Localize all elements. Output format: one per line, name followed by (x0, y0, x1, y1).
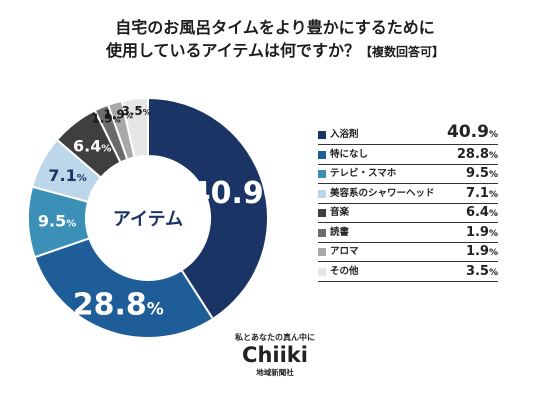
legend-label: アロマ (330, 246, 359, 257)
legend-divider (318, 280, 498, 282)
legend-label: 読書 (330, 226, 350, 238)
chart-title-note: 【複数回答可】 (359, 45, 444, 59)
logo-subtitle: 地域新聞社 (256, 368, 294, 377)
logo-name: Chiiki (242, 343, 308, 367)
legend-value: 9.5% (465, 166, 498, 181)
legend-value: 1.9% (465, 244, 498, 259)
legend-item: 入浴剤 40.9% (318, 122, 498, 145)
legend-divider (318, 241, 498, 243)
legend-value: 1.9% (465, 224, 498, 240)
slice-data-label: 3.5% (122, 104, 151, 118)
logo-tagline: 私とあなたの真ん中に (235, 333, 315, 342)
slice-data-label: 40.9% (190, 176, 281, 211)
slice-data-label: 9.5% (38, 212, 76, 231)
legend-item: その他 3.5% (318, 264, 498, 282)
logo: 私とあなたの真ん中に Chiiki 地域新聞社 (210, 332, 340, 378)
legend-swatch (318, 248, 326, 256)
legend-label: 入浴剤 (330, 129, 359, 140)
legend-swatch (318, 267, 326, 276)
slice-data-label: 28.8% (73, 288, 164, 323)
pie-slice (120, 96, 149, 159)
legend-label: 特になし (330, 148, 369, 160)
legend-label: その他 (330, 265, 359, 277)
slice-data-label: 6.4% (73, 137, 111, 156)
legend-value: 40.9% (447, 122, 498, 142)
slice-data-label: 1.9% (91, 112, 120, 126)
legend-value: 7.1% (465, 185, 498, 201)
legend-item: テレビ・スマホ 9.5% (318, 166, 498, 184)
pie-slice (147, 96, 269, 321)
slice-data-label: 1.9% (104, 107, 133, 121)
legend-value: 3.5% (465, 263, 498, 279)
legend-item: 美容系のシャワーヘッド 7.1% (318, 186, 498, 204)
legend-swatch (318, 189, 326, 198)
legend-label: 音楽 (330, 207, 350, 218)
legend-swatch (318, 131, 326, 139)
legend-value: 28.8% (456, 146, 498, 162)
donut-center-label: アイテム (113, 209, 183, 230)
legend-item: 読書 1.9% (318, 225, 498, 243)
legend-label: 美容系のシャワーヘッド (330, 187, 435, 199)
legend-item: 特になし 28.8% (318, 147, 498, 165)
legend-swatch (318, 150, 326, 159)
legend-divider (318, 202, 498, 204)
legend-swatch (318, 228, 326, 237)
chart-title-line-1: 自宅のお風呂タイムをより豊かにするために (115, 18, 435, 37)
slice-data-label: 7.1% (48, 166, 86, 185)
legend-divider (318, 144, 498, 145)
legend-swatch (318, 209, 326, 217)
pie-slice (33, 236, 215, 339)
legend-value: 6.4% (465, 205, 498, 220)
chart-title-question: 使用しているアイテムは何ですか？ (106, 41, 360, 60)
legend-divider (318, 183, 498, 184)
legend-divider (318, 261, 498, 262)
legend-divider (318, 163, 498, 165)
legend-divider (318, 222, 498, 223)
legend-label: テレビ・スマホ (330, 168, 397, 179)
chart-title-line-2: 使用しているアイテムは何ですか？【複数回答可】 (0, 37, 550, 61)
legend-swatch (318, 170, 326, 178)
legend-item: 音楽 6.4% (318, 205, 498, 223)
legend-item: アロマ 1.9% (318, 244, 498, 262)
